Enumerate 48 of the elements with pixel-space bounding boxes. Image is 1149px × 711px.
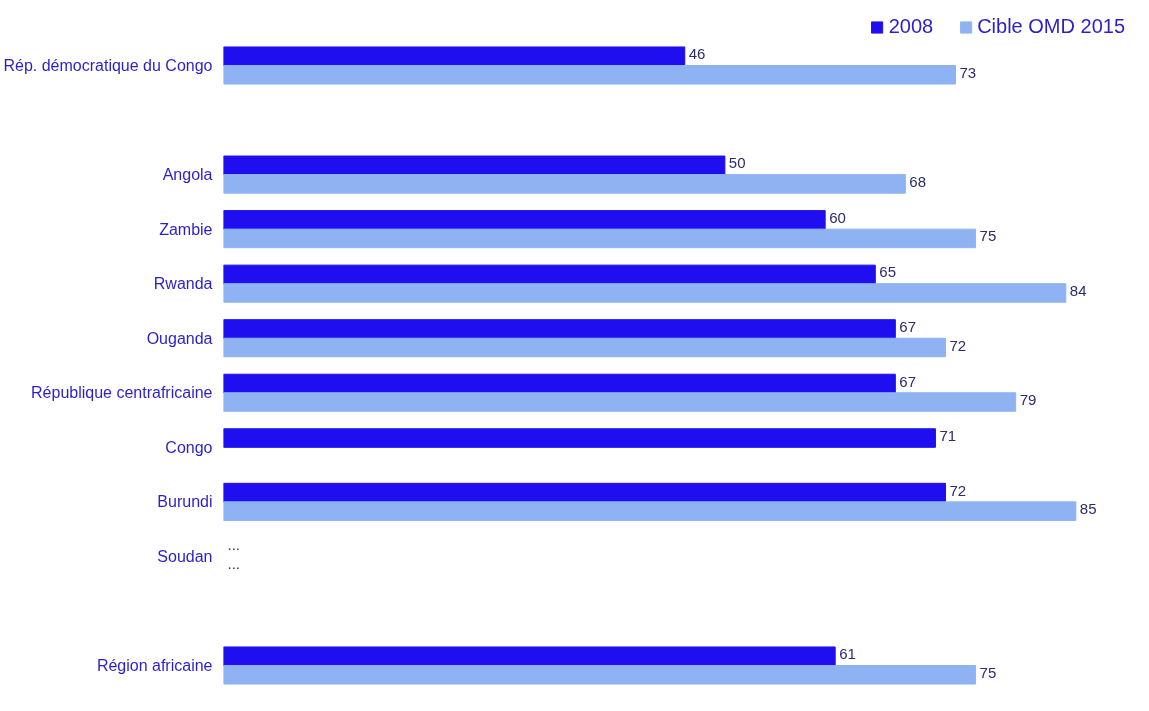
bar: [223, 65, 957, 85]
y-tick-label: Burundi: [157, 493, 213, 511]
data-label: 75: [979, 663, 997, 681]
bar: [223, 174, 906, 194]
text: ...: [227, 554, 241, 572]
data-label: 60: [829, 208, 846, 226]
bar: [223, 392, 1017, 412]
y-tick-label: Région africaine: [96, 657, 213, 674]
legend-label: Cible OMD 2015: [977, 15, 1125, 38]
data-label: 61: [839, 645, 856, 663]
y-tick-label: Zambie: [159, 220, 213, 238]
bar: [223, 646, 836, 666]
data-label: 67: [899, 317, 917, 335]
legend-label: 2008: [888, 15, 934, 38]
data-label: 50: [728, 154, 746, 172]
bar: [223, 319, 896, 339]
bar: [223, 46, 686, 66]
bar: [223, 264, 876, 285]
bar: [223, 428, 936, 448]
data-label: 72: [949, 336, 967, 354]
data-label: 75: [979, 227, 997, 245]
data-label: 72: [949, 481, 967, 499]
y-tick-label: Rwanda: [153, 275, 213, 293]
bar: [223, 210, 826, 230]
bar: [223, 373, 896, 394]
data-label: 67: [899, 372, 917, 390]
data-label: 65: [879, 263, 896, 281]
y-tick-label: Rép. démocratique du Congo: [3, 57, 213, 74]
bar: [223, 155, 726, 176]
bar: [223, 482, 946, 503]
bar: [223, 337, 946, 358]
data-label: 85: [1079, 500, 1097, 518]
data-label: 84: [1069, 281, 1087, 299]
data-label: 68: [909, 172, 927, 190]
y-tick-label: Angola: [162, 166, 213, 184]
data-label: 46: [688, 45, 706, 63]
y-tick-label: République centrafricaine: [31, 384, 213, 402]
text: ...: [227, 536, 241, 554]
bar: [223, 501, 1077, 521]
y-tick-label: Ouganda: [146, 329, 213, 347]
bar: [223, 665, 977, 685]
bar: [223, 228, 977, 249]
y-tick-label: Congo: [165, 438, 213, 456]
y-tick-label: Soudan: [157, 547, 213, 565]
bar: [223, 283, 1067, 303]
data-label: 79: [1019, 391, 1037, 409]
data-label: 71: [939, 427, 957, 445]
data-label: 73: [959, 63, 977, 81]
